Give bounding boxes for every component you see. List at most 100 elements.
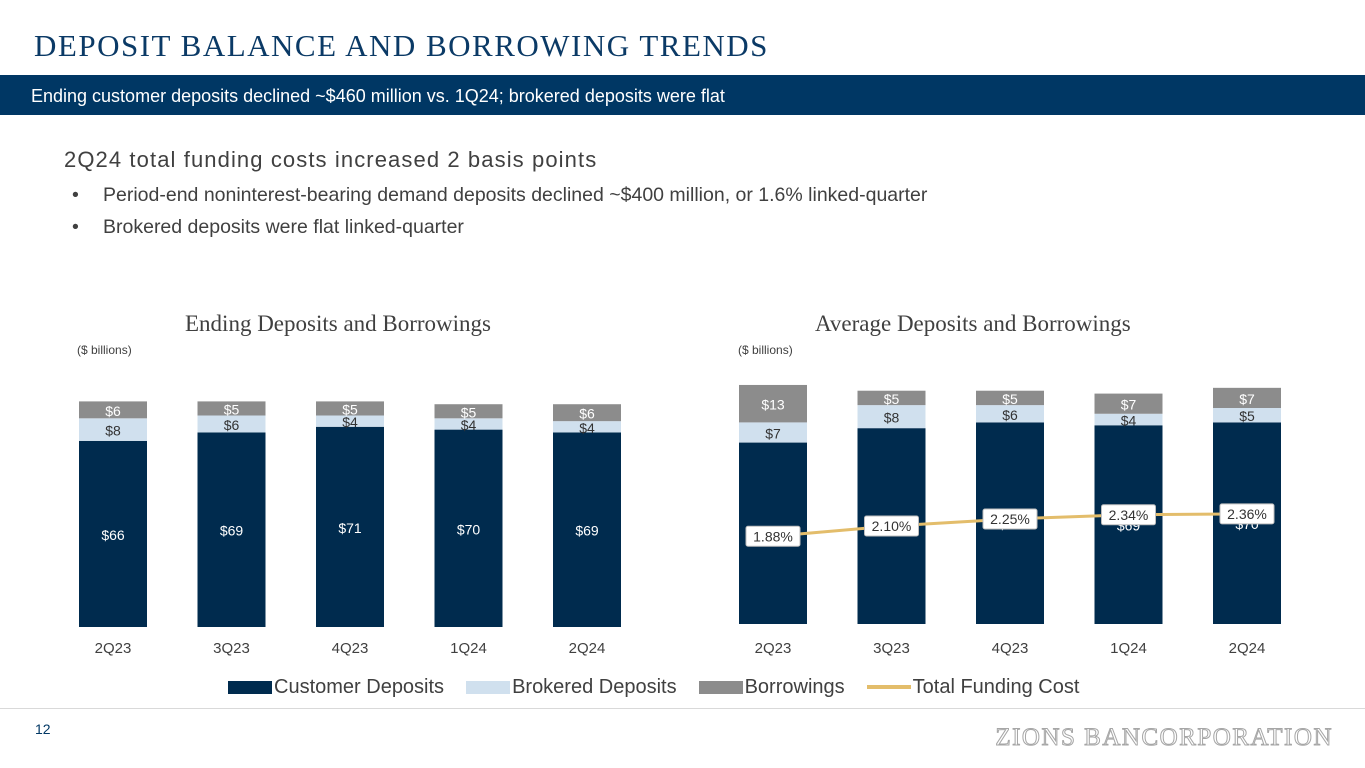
x-tick-label: 3Q23 bbox=[873, 640, 910, 657]
bar-segment-brokered bbox=[434, 418, 503, 430]
bar-segment-borrowings bbox=[739, 384, 807, 423]
line-label-box bbox=[864, 515, 919, 537]
bar-data-label-borrowings: $5 bbox=[461, 404, 477, 420]
bar-segment-customer bbox=[316, 426, 384, 627]
legend-swatch-funding-cost bbox=[866, 685, 911, 689]
bullet-item: • Period-end noninterest-bearing demand d… bbox=[72, 183, 927, 215]
bar-data-label-borrowings: $5 bbox=[884, 391, 900, 407]
bullet-dot-icon: • bbox=[72, 216, 79, 238]
bar-data-label-brokered: $5 bbox=[1239, 408, 1255, 424]
x-tick-label: 2Q24 bbox=[569, 640, 606, 657]
average-deposits-chart: $63$7$132Q23$68$8$53Q23$70$6$54Q23$69$4$… bbox=[739, 384, 1281, 657]
legend-label: Customer Deposits bbox=[274, 675, 445, 698]
legend-label: Borrowings bbox=[744, 675, 845, 698]
x-tick-label: 4Q23 bbox=[992, 640, 1029, 657]
bar-data-label-brokered: $8 bbox=[884, 410, 900, 426]
legend-swatch-brokered bbox=[466, 680, 511, 694]
bar-data-label-borrowings: $5 bbox=[342, 401, 358, 417]
bar-data-label-borrowings: $6 bbox=[105, 403, 121, 419]
bar-segment-borrowings bbox=[1094, 393, 1163, 414]
x-tick-label: 1Q24 bbox=[1110, 640, 1147, 657]
headline-banner: Ending customer deposits declined ~$460 … bbox=[0, 75, 1365, 115]
bar-segment-borrowings bbox=[316, 401, 384, 416]
bar-data-label-borrowings: $7 bbox=[1121, 397, 1137, 413]
legend-swatch-borrowings bbox=[698, 680, 743, 694]
bar-segment-borrowings bbox=[976, 390, 1044, 406]
bar-data-label-borrowings: $7 bbox=[1239, 391, 1255, 407]
bar-segment-brokered bbox=[1213, 408, 1281, 423]
bar-data-label-brokered: $4 bbox=[342, 414, 358, 430]
bullet-item: • Brokered deposits were flat linked-quar… bbox=[72, 215, 927, 247]
legend-label: Total Funding Cost bbox=[912, 675, 1080, 698]
average-chart-units: ($ billions) bbox=[738, 343, 793, 357]
bar-data-label-customer: $69 bbox=[220, 523, 244, 539]
x-tick-label: 1Q24 bbox=[450, 640, 487, 657]
x-tick-label: 2Q23 bbox=[95, 640, 132, 657]
bar-data-label-borrowings: $5 bbox=[224, 401, 240, 417]
bar-data-label-borrowings: $5 bbox=[1002, 391, 1018, 407]
bar-segment-customer bbox=[434, 429, 503, 627]
bar-data-label-brokered: $4 bbox=[461, 417, 477, 433]
summary-headline: 2Q24 total funding costs increased 2 bas… bbox=[64, 147, 598, 172]
line-label-box bbox=[1101, 504, 1156, 526]
bar-data-label-customer: $66 bbox=[101, 527, 125, 543]
x-tick-label: 4Q23 bbox=[332, 640, 369, 657]
bar-data-label-customer: $69 bbox=[575, 523, 599, 539]
line-label-box bbox=[1219, 503, 1275, 525]
bullet-dot-icon: • bbox=[72, 184, 79, 206]
legend-item-customer: Customer Deposits bbox=[228, 676, 444, 699]
legend-item-brokered: Brokered Deposits bbox=[466, 676, 677, 699]
company-logo: ZIONS BANCORPORATION bbox=[995, 724, 1333, 752]
line-data-label: 1.88% bbox=[753, 528, 793, 544]
bar-segment-brokered bbox=[553, 421, 621, 433]
average-chart-title: Average Deposits and Borrowings bbox=[815, 311, 1131, 336]
footer-divider bbox=[0, 708, 1365, 709]
ending-deposits-chart: $66$8$62Q23$69$6$53Q23$71$4$54Q23$70$4$5… bbox=[79, 401, 621, 657]
bullet-text: Period-end noninterest-bearing demand de… bbox=[103, 184, 928, 206]
bar-segment-brokered bbox=[197, 415, 266, 433]
ending-chart-units: ($ billions) bbox=[77, 343, 132, 357]
bar-segment-borrowings bbox=[434, 404, 503, 419]
bar-data-label-customer: $70 bbox=[457, 521, 481, 537]
bar-data-label-brokered: $6 bbox=[1002, 407, 1018, 423]
bar-data-label-brokered: $6 bbox=[224, 417, 240, 433]
ending-chart-title: Ending Deposits and Borrowings bbox=[185, 311, 492, 336]
bar-segment-borrowings bbox=[1213, 387, 1281, 408]
summary-bullets: • Period-end noninterest-bearing demand d… bbox=[72, 183, 927, 247]
line-label-box bbox=[745, 525, 801, 547]
x-tick-label: 2Q23 bbox=[755, 640, 792, 657]
bar-data-label-brokered: $4 bbox=[579, 420, 595, 436]
bar-segment-brokered bbox=[857, 405, 926, 429]
x-tick-label: 2Q24 bbox=[1229, 640, 1266, 657]
bar-data-label-borrowings: $6 bbox=[579, 406, 595, 422]
bar-data-label-brokered: $7 bbox=[765, 425, 781, 441]
chart-legend: Customer Deposits Brokered Deposits Borr… bbox=[228, 674, 1101, 700]
bar-data-label-brokered: $4 bbox=[1121, 413, 1137, 429]
bar-segment-brokered bbox=[79, 418, 147, 441]
slide-title: DEPOSIT BALANCE AND BORROWING TRENDS bbox=[34, 28, 769, 63]
bar-segment-borrowings bbox=[553, 404, 621, 422]
page-number: 12 bbox=[35, 721, 51, 737]
bar-segment-customer bbox=[79, 440, 147, 627]
bar-segment-brokered bbox=[1094, 413, 1163, 426]
bar-segment-borrowings bbox=[79, 401, 147, 419]
bar-segment-borrowings bbox=[197, 401, 266, 416]
bar-segment-customer bbox=[197, 432, 266, 627]
bullet-text: Brokered deposits were flat linked-quart… bbox=[103, 216, 464, 238]
x-tick-label: 3Q23 bbox=[213, 640, 250, 657]
line-label-box bbox=[982, 508, 1038, 530]
bar-segment-brokered bbox=[739, 422, 807, 443]
bar-segment-borrowings bbox=[857, 390, 926, 406]
legend-item-borrowings: Borrowings bbox=[698, 675, 845, 699]
bar-segment-brokered bbox=[976, 405, 1044, 423]
bar-segment-customer bbox=[553, 432, 621, 627]
legend-label: Brokered Deposits bbox=[512, 675, 677, 698]
line-data-label: 2.25% bbox=[990, 511, 1030, 527]
bar-data-label-customer: $71 bbox=[338, 520, 362, 536]
line-data-label: 2.34% bbox=[1109, 507, 1149, 523]
bar-segment-brokered bbox=[316, 415, 384, 427]
bar-data-label-brokered: $8 bbox=[105, 423, 121, 439]
legend-item-funding-cost: Total Funding Cost bbox=[866, 675, 1080, 699]
line-data-label: 2.10% bbox=[872, 518, 912, 534]
line-data-label: 2.36% bbox=[1227, 506, 1267, 522]
